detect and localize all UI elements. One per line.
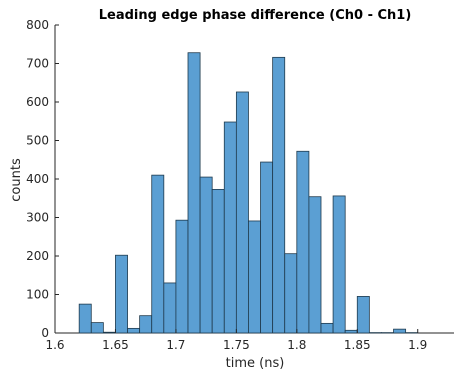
histogram-bar	[320, 322, 334, 334]
histogram-bar	[211, 188, 225, 334]
y-tick-label: 0	[41, 326, 49, 340]
histogram-bar	[78, 303, 92, 334]
histogram-bar	[115, 254, 128, 334]
x-tick-label: 1.75	[223, 338, 250, 352]
histogram-bar	[344, 329, 358, 334]
histogram-bar	[272, 56, 286, 334]
histogram-bar	[356, 296, 370, 334]
y-tick-label: 500	[26, 134, 49, 148]
x-tick-label: 1.7	[166, 338, 185, 352]
x-tick-label: 1.9	[408, 338, 427, 352]
histogram-bars	[78, 52, 419, 334]
y-tick-label: 100	[26, 288, 49, 302]
histogram-bar	[284, 253, 298, 334]
y-tick-label: 400	[26, 172, 49, 186]
y-axis-label: counts	[9, 158, 24, 202]
histogram-bar	[260, 161, 274, 334]
histogram-bar	[139, 315, 153, 334]
x-tick-label: 1.65	[102, 338, 129, 352]
histogram-bar	[163, 282, 177, 334]
axis-ticks: 1.6 1.65 1.7 1.75 1.8 1.85 1.9 0 100 200 300 400 500…	[26, 18, 427, 352]
x-tick-label: 1.8	[287, 338, 306, 352]
x-tick-label: 1.85	[344, 338, 371, 352]
histogram-bar	[223, 121, 237, 334]
histogram-bar	[187, 52, 201, 334]
histogram-bar	[393, 328, 407, 334]
histogram-bar	[90, 322, 104, 334]
y-tick-label: 200	[26, 249, 49, 263]
y-tick-label: 300	[26, 211, 49, 225]
histogram-bar	[248, 220, 261, 334]
histogram-bar	[199, 176, 213, 334]
y-tick-label: 800	[26, 18, 49, 32]
y-tick-label: 600	[26, 95, 49, 109]
histogram-bar	[127, 327, 141, 334]
y-tick-label: 700	[26, 57, 49, 71]
histogram-bar	[175, 219, 189, 334]
histogram-bar	[151, 174, 165, 334]
histogram-bar	[332, 195, 346, 334]
x-tick-label: 1.6	[45, 338, 64, 352]
histogram-bar	[102, 331, 116, 334]
histogram-bar	[235, 91, 249, 334]
chart-title: Leading edge phase difference (Ch0 - Ch1…	[99, 8, 412, 23]
histogram-bar	[296, 150, 310, 334]
x-axis-label: time (ns)	[226, 356, 285, 371]
histogram-bar	[308, 196, 322, 334]
